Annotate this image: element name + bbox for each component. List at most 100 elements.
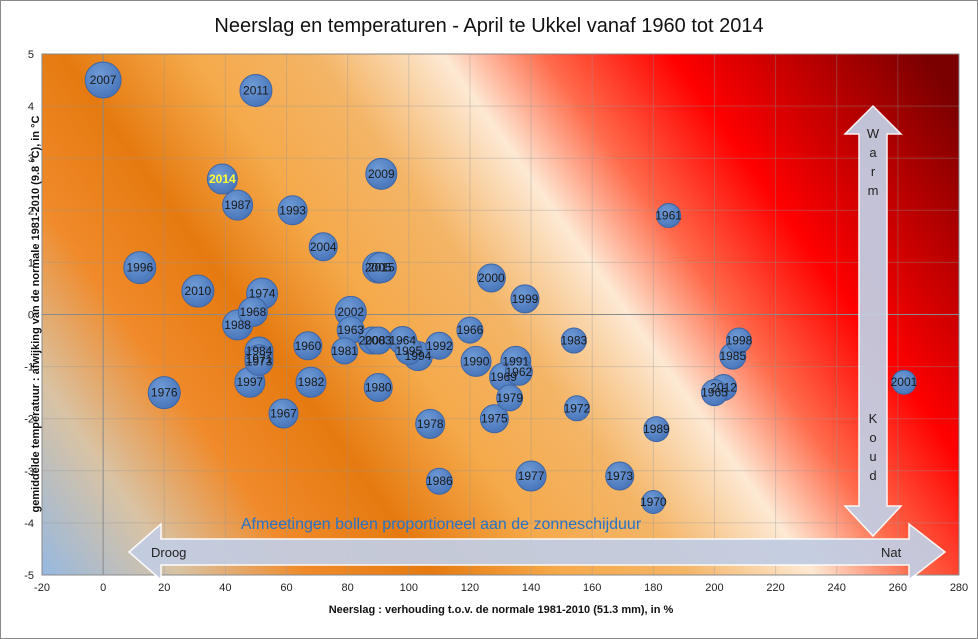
y-tick-label: -1 xyxy=(24,362,34,374)
bubble-1978 xyxy=(415,408,446,439)
bubble-1989 xyxy=(643,416,670,443)
bubble-2001 xyxy=(891,369,917,395)
bubble-1972 xyxy=(563,395,590,422)
bubble-label: 1971 xyxy=(246,352,273,366)
x-tick-label: 20 xyxy=(158,582,170,594)
x-tick-label: 0 xyxy=(100,582,106,594)
arrow-label-droog: Droog xyxy=(151,545,186,560)
x-tick-label: 60 xyxy=(280,582,292,594)
bubble-label: 1973 xyxy=(246,354,273,368)
bubble-1960 xyxy=(293,331,323,361)
bubble-label: 1969 xyxy=(490,370,517,384)
x-tick-label: 120 xyxy=(461,582,479,594)
bubble-1986 xyxy=(425,467,453,495)
bubble-1981 xyxy=(331,337,359,365)
x-tick-label: 280 xyxy=(950,582,968,594)
bubble-1961 xyxy=(656,203,682,229)
y-tick-label: 3 xyxy=(28,153,34,165)
bubble-label: 1964 xyxy=(389,334,416,348)
bubble-label: 1996 xyxy=(126,261,153,275)
bubble-label: 2012 xyxy=(710,380,737,394)
bubble-2003 xyxy=(364,326,393,355)
bubble-label: 1972 xyxy=(564,401,591,415)
bubble-label: 1982 xyxy=(298,375,325,389)
x-tick-label: 160 xyxy=(583,582,601,594)
bubble-label: 1963 xyxy=(337,323,364,337)
bubble-label: 1968 xyxy=(240,305,267,319)
bubble-label: 2010 xyxy=(185,284,212,298)
bubble-1993 xyxy=(277,195,308,226)
bubble-1965 xyxy=(700,379,728,407)
bubble-label: 1999 xyxy=(512,292,539,306)
bubble-label: 2005 xyxy=(365,261,392,275)
bubble-label: 1987 xyxy=(224,198,251,212)
bubble-label: 1992 xyxy=(426,339,453,353)
chart-title: Neerslag en temperaturen - April te Ukke… xyxy=(214,15,763,37)
bubble-1983 xyxy=(560,327,587,354)
x-tick-label: 140 xyxy=(522,582,540,594)
bubble-label: 2007 xyxy=(90,73,117,87)
y-tick-label: -5 xyxy=(24,570,34,582)
bubble-2007 xyxy=(84,61,122,99)
plot-border xyxy=(41,53,960,576)
bubble-1980 xyxy=(363,372,393,402)
bubble-1968 xyxy=(237,296,268,327)
bubble-1975 xyxy=(479,404,509,434)
bubble-label: 1981 xyxy=(331,344,358,358)
y-tick-label: 2 xyxy=(28,205,34,217)
x-tick-label: 180 xyxy=(644,582,662,594)
bubble-1979 xyxy=(496,384,524,412)
y-tick-label: 1 xyxy=(28,257,34,269)
bubble-1999 xyxy=(510,284,540,314)
x-tick-label: 220 xyxy=(766,582,784,594)
bubble-1982 xyxy=(295,366,327,398)
bubble-label: 1974 xyxy=(249,287,276,301)
bubble-label: 2008 xyxy=(359,334,386,348)
bubble-label: 1975 xyxy=(481,412,508,426)
y-tick-label: -4 xyxy=(24,518,34,530)
y-tick-label: -2 xyxy=(24,414,34,426)
bubble-label: 1988 xyxy=(224,318,251,332)
bubble-1970 xyxy=(641,490,666,515)
bubble-2011 xyxy=(239,73,273,107)
bubbles: 2007 2011 1996 2010 1976 2009 2005 1974 2002 2014… xyxy=(84,61,918,515)
bubble-1998 xyxy=(725,327,752,354)
bubble-label: 2001 xyxy=(891,375,918,389)
bubble-1973b xyxy=(244,346,274,376)
bubble-label: 1993 xyxy=(279,203,306,217)
bubble-label: 1978 xyxy=(417,417,444,431)
bubble-label: 2014 xyxy=(209,172,236,186)
bubble-1977 xyxy=(515,460,547,492)
x-tick-label: 80 xyxy=(342,582,354,594)
bubble-label: 1976 xyxy=(151,386,178,400)
bubble-label: 2002 xyxy=(337,305,364,319)
bubble-label: 2004 xyxy=(310,240,337,254)
bubble-2010 xyxy=(181,274,215,308)
bubble-label: 2009 xyxy=(368,167,395,181)
x-tick-label: 100 xyxy=(400,582,418,594)
bubble-label: 1970 xyxy=(640,495,667,509)
bubble-label: 1984 xyxy=(246,344,273,358)
bubble-label: 1998 xyxy=(726,334,753,348)
x-tick-label: 240 xyxy=(828,582,846,594)
y-tick-label: -3 xyxy=(24,466,34,478)
x-tick-label: 260 xyxy=(889,582,907,594)
bubble-label: 1985 xyxy=(719,349,746,363)
bubble-1995 xyxy=(394,336,423,365)
y-axis-title: gemiddelde temperatuur : afwijking van d… xyxy=(30,115,42,512)
bubble-1990 xyxy=(460,345,492,377)
bubble-label: 1973 xyxy=(606,469,633,483)
bubble-label: 1965 xyxy=(701,386,728,400)
bubble-2015 xyxy=(365,252,397,284)
bubble-label: 1994 xyxy=(405,349,432,363)
bubble-label: 1979 xyxy=(496,391,523,405)
bubble-label: 1995 xyxy=(395,344,422,358)
bubble-label: 1977 xyxy=(518,469,545,483)
bubble-2009 xyxy=(365,157,398,190)
bubble-1973 xyxy=(605,461,635,491)
x-tick-label: 200 xyxy=(705,582,723,594)
bubble-label: 1983 xyxy=(561,334,588,348)
